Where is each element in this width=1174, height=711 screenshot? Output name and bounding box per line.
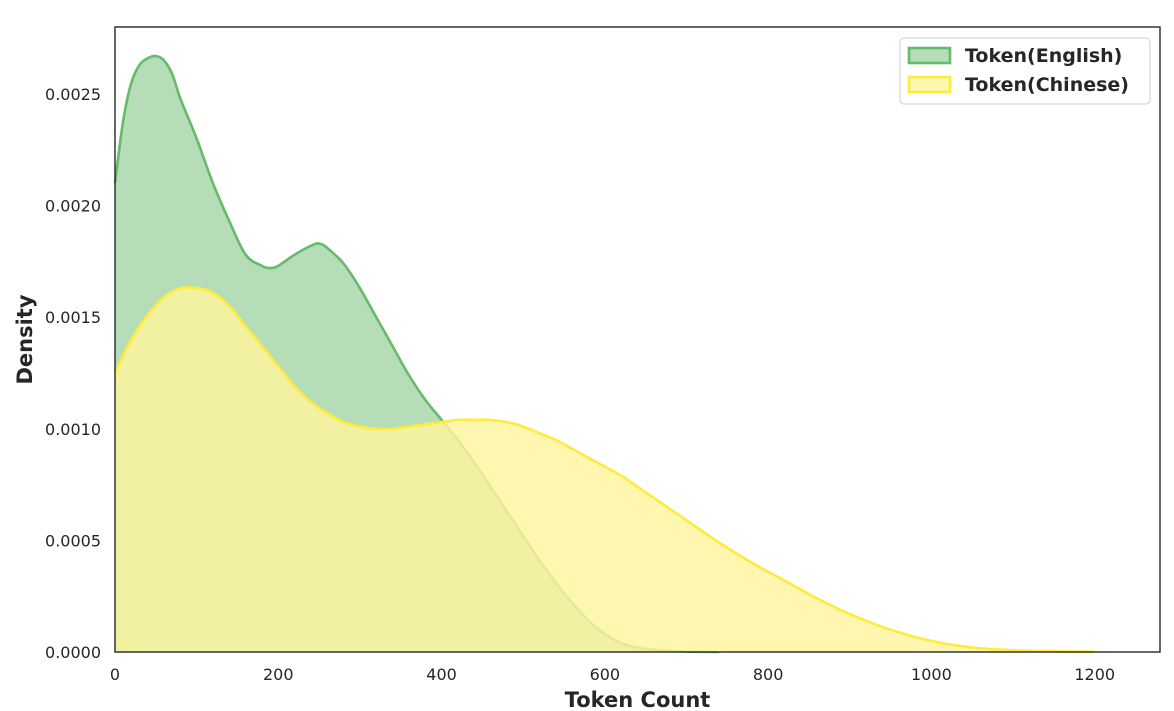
legend: Token(English) Token(Chinese) — [899, 37, 1151, 105]
legend-swatch-0 — [907, 46, 952, 65]
series-area-1 — [115, 287, 1095, 652]
x-tick-label: 0 — [110, 665, 120, 684]
legend-label-1: Token(Chinese) — [965, 74, 1129, 96]
y-tick-label: 0.0020 — [45, 197, 101, 216]
x-tick-label: 200 — [263, 665, 294, 684]
y-axis: 0.0000 0.0005 0.0010 0.0015 0.0020 0.0025 — [45, 85, 101, 662]
plot-frame — [114, 26, 1161, 653]
x-tick-label: 400 — [426, 665, 457, 684]
y-axis-title: Density — [13, 294, 37, 384]
y-tick-label: 0.0005 — [45, 531, 101, 550]
y-tick-label: 0.0015 — [45, 308, 101, 327]
y-tick-label: 0.0025 — [45, 85, 101, 104]
x-tick-label: 1200 — [1074, 665, 1115, 684]
x-tick-label: 1000 — [911, 665, 952, 684]
y-tick-label: 0.0010 — [45, 420, 101, 439]
x-tick-label: 600 — [590, 665, 621, 684]
x-axis: 0 200 400 600 800 1000 1200 — [110, 665, 1115, 684]
plot-area — [113, 26, 1161, 654]
legend-box — [899, 37, 1151, 105]
legend-swatch-1 — [907, 75, 952, 94]
x-tick-label: 800 — [753, 665, 784, 684]
y-tick-label: 0.0000 — [45, 643, 101, 662]
series-line-1 — [113, 286, 1095, 654]
legend-label-0: Token(English) — [965, 45, 1122, 67]
x-axis-title: Token Count — [565, 688, 711, 711]
